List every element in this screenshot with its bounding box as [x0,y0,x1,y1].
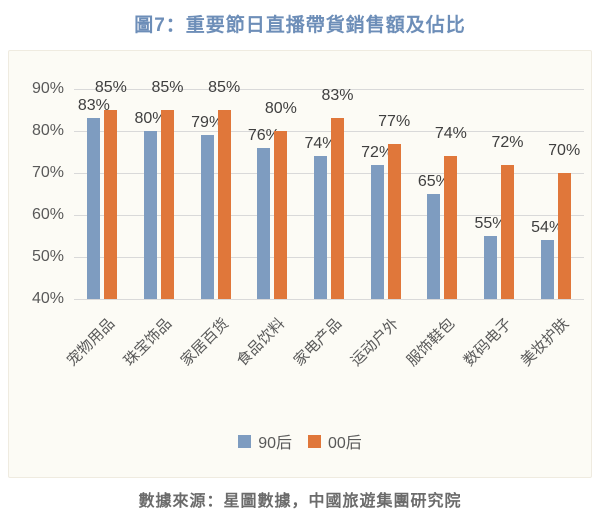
legend-item-00s: 00后 [308,429,362,453]
source-note: 數據來源：星圖數據，中國旅遊集團研究院 [138,493,462,510]
legend-item-90s: 90后 [238,429,292,453]
bar-00后-数码电子 [501,164,514,299]
value-label-00后-食品饮料: 80% [264,100,297,117]
bar-00后-宠物用品 [104,110,118,299]
bar-00后-运动户外 [387,143,401,299]
value-label-00后-家居百货: 85% [208,79,241,96]
value-label-00后-服饰鞋包: 74% [434,125,467,143]
bar-00后-服饰鞋包 [444,156,458,299]
bar-90后-数码电子 [484,236,497,299]
value-label-90后-珠宝饰品: 80% [134,110,167,127]
bar-00后-食品饮料 [274,131,288,299]
bar-00后-家电产品 [331,118,344,299]
legend-swatch-00s [308,434,321,448]
value-label-00后-家电产品: 83% [321,87,354,105]
bar-90后-美妆护肤 [540,240,554,299]
value-label-90后-食品饮料: 76% [247,126,280,144]
legend-label-00s: 00后 [328,435,362,452]
y-tick-label: 70% [31,164,64,181]
y-tick-label: 90% [31,80,64,97]
value-label-00后-珠宝饰品: 85% [151,79,184,96]
legend: 90后 00后 [9,429,591,453]
gridline [74,89,584,90]
gridline [74,257,584,258]
value-label-00后-数码电子: 72% [491,133,524,151]
value-label-90后-数码电子: 55% [474,215,507,232]
bar-90后-家电产品 [314,156,327,299]
legend-label-90s: 90后 [258,435,292,452]
chart-title: 圖7：重要節日直播帶貨銷售額及佔比 [134,15,466,36]
value-label-00后-运动户外: 77% [378,112,411,130]
bar-90后-运动户外 [370,164,384,299]
value-label-90后-家电产品: 74% [304,135,337,153]
bar-90后-宠物用品 [87,118,101,299]
gridline [74,299,584,300]
value-label-00后-宠物用品: 85% [94,79,127,96]
legend-swatch-90s [238,434,252,448]
value-label-00后-美妆护肤: 70% [548,142,581,159]
y-tick-label: 80% [31,122,64,139]
bar-00后-家居百货 [217,110,231,299]
y-tick-label: 40% [31,290,64,307]
bar-90后-家居百货 [200,135,214,299]
plot-area: 40% 50% 60% 70% 80% 90% 83% 85% 宠物用品 80% 85% 珠宝饰品 79… [32,79,584,370]
value-label-90后-宠物用品: 83% [77,97,110,115]
y-tick-label: 60% [31,206,64,223]
value-label-90后-家居百货: 79% [191,114,224,132]
y-tick-label: 50% [31,248,64,265]
gridline [74,215,584,216]
bar-90后-食品饮料 [257,147,271,299]
value-label-90后-美妆护肤: 54% [531,219,564,237]
chart-panel: 40% 50% 60% 70% 80% 90% 83% 85% 宠物用品 80% 85% 珠宝饰品 79… [8,50,592,478]
bar-00后-美妆护肤 [557,173,571,299]
gridline [74,173,584,174]
bar-90后-珠宝饰品 [144,131,157,299]
value-label-90后-运动户外: 72% [361,143,394,161]
bar-90后-服饰鞋包 [427,194,441,299]
bar-00后-珠宝饰品 [161,110,174,299]
value-label-90后-服饰鞋包: 65% [417,173,450,190]
gridline [74,131,584,132]
